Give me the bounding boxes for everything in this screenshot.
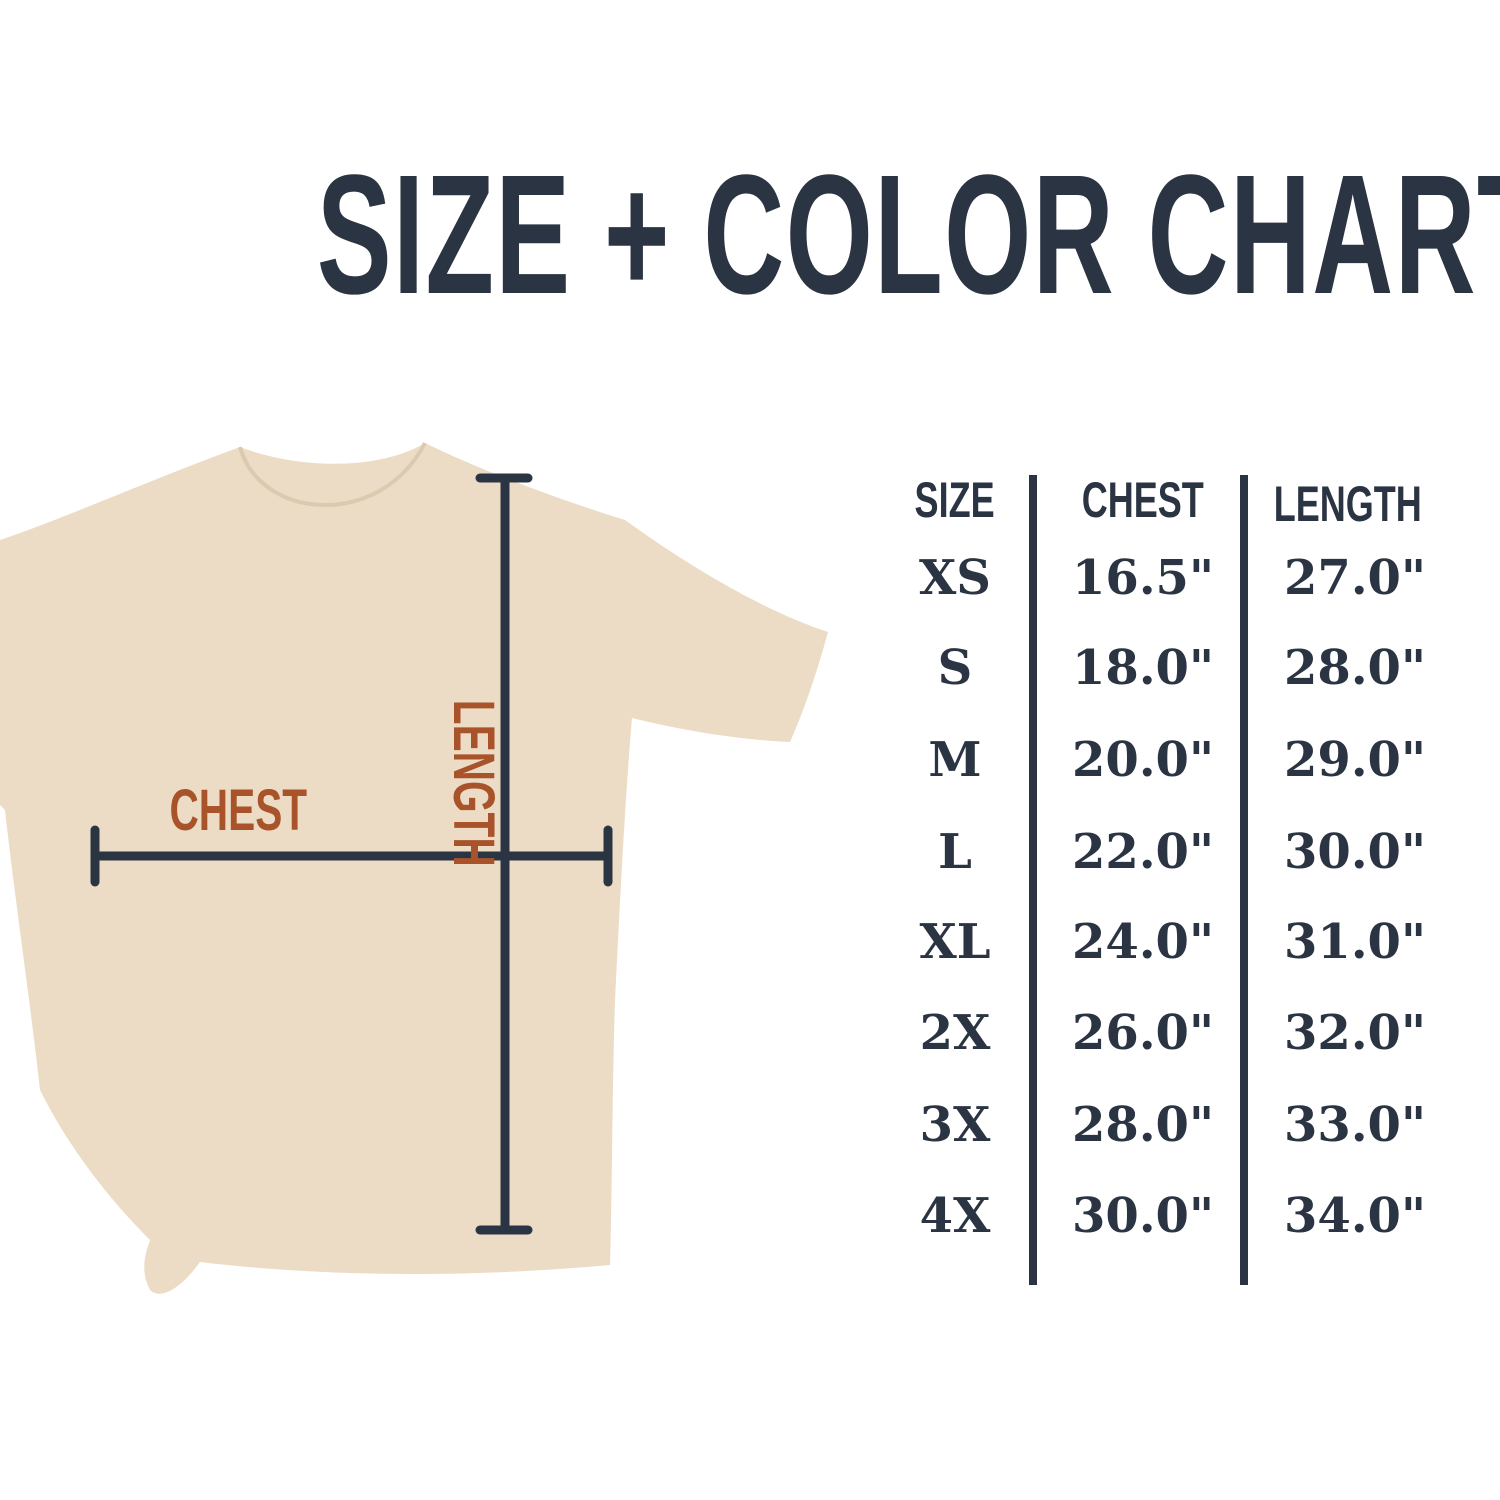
column-divider — [1029, 475, 1037, 1285]
cell-size: 2X — [919, 1005, 991, 1061]
cell-length: 29.0" — [1284, 732, 1426, 788]
column-divider — [1240, 475, 1248, 1285]
cell-chest: 30.0" — [1072, 1188, 1214, 1244]
chest-measure-line — [90, 825, 613, 887]
cell-length: 32.0" — [1284, 1005, 1426, 1061]
length-label: LENGTH — [441, 699, 506, 867]
cell-size: 3X — [919, 1097, 991, 1153]
cell-size: L — [938, 824, 972, 880]
header-length: LENGTH — [1273, 476, 1422, 532]
cell-chest: 26.0" — [1072, 1005, 1214, 1061]
cell-length: 30.0" — [1284, 824, 1426, 880]
header-chest: CHEST — [1081, 472, 1205, 528]
cell-chest: 16.5" — [1072, 550, 1214, 606]
cell-length: 28.0" — [1284, 640, 1426, 696]
length-measure-line — [475, 473, 533, 1235]
cell-length: 34.0" — [1284, 1188, 1426, 1244]
cell-size: XS — [919, 550, 991, 606]
cell-length: 31.0" — [1284, 914, 1426, 970]
cell-chest: 18.0" — [1072, 640, 1214, 696]
cell-length: 27.0" — [1284, 550, 1426, 606]
cell-size: M — [928, 732, 982, 788]
chest-label: CHEST — [169, 778, 308, 843]
cell-chest: 28.0" — [1072, 1097, 1214, 1153]
cell-chest: 22.0" — [1072, 824, 1214, 880]
cell-length: 33.0" — [1284, 1097, 1426, 1153]
tshirt-illustration — [0, 442, 828, 1294]
cell-size: S — [937, 640, 973, 696]
cell-size: 4X — [919, 1188, 991, 1244]
cell-chest: 20.0" — [1072, 732, 1214, 788]
tshirt-body — [0, 443, 828, 1294]
cell-chest: 24.0" — [1072, 914, 1214, 970]
header-size: SIZE — [914, 472, 996, 528]
tshirt-collar — [238, 442, 427, 507]
cell-size: XL — [919, 914, 991, 970]
page-title: SIZE + COLOR CHART — [316, 140, 1500, 330]
